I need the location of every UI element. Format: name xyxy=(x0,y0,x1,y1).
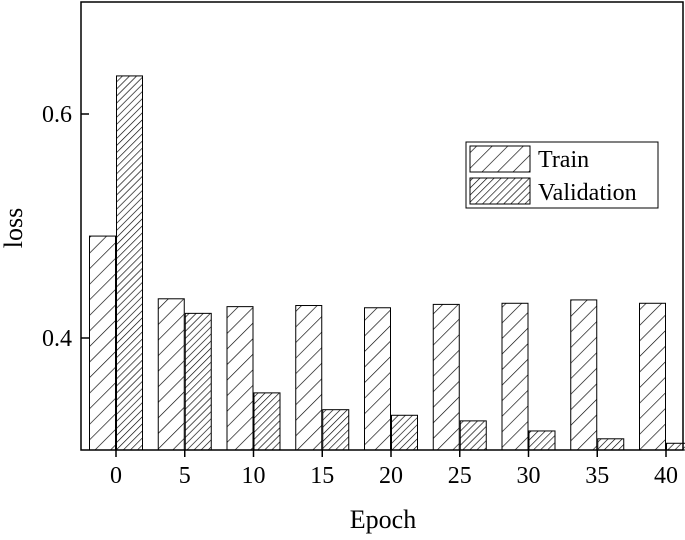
bar-validation-35 xyxy=(598,439,624,450)
legend-swatch-train xyxy=(470,146,530,172)
x-tick-label: 30 xyxy=(517,463,541,489)
x-tick-label: 25 xyxy=(448,463,472,489)
x-tick-label: 15 xyxy=(310,463,334,489)
bar-train-15 xyxy=(296,306,322,450)
x-axis: 0 5 10 15 20 25 30 35 40 xyxy=(110,450,678,489)
bar-validation-10 xyxy=(254,393,280,450)
bar-train-20 xyxy=(365,308,391,450)
x-axis-label: Epoch xyxy=(350,505,416,534)
bar-validation-15 xyxy=(323,410,349,450)
y-tick-label: 0.4 xyxy=(42,326,72,352)
bar-validation-0 xyxy=(117,76,143,450)
bar-train-25 xyxy=(433,304,459,450)
x-tick-label: 10 xyxy=(242,463,266,489)
bar-validation-20 xyxy=(392,415,418,450)
bar-validation-25 xyxy=(460,421,486,450)
x-tick-label: 35 xyxy=(585,463,609,489)
x-tick-label: 5 xyxy=(179,463,191,489)
legend-label-validation: Validation xyxy=(538,180,637,206)
bar-train-0 xyxy=(90,236,116,450)
bar-validation-5 xyxy=(185,313,211,450)
bars xyxy=(90,76,685,450)
x-tick-label: 0 xyxy=(110,463,122,489)
legend-swatch-validation xyxy=(470,178,530,204)
legend-label-train: Train xyxy=(538,147,589,173)
bar-train-5 xyxy=(158,299,184,450)
y-tick-label: 0.6 xyxy=(42,102,72,128)
bar-validation-30 xyxy=(529,431,555,450)
y-axis-label: loss xyxy=(0,208,28,248)
bar-train-40 xyxy=(640,303,666,450)
bar-train-10 xyxy=(227,307,253,450)
x-tick-label: 20 xyxy=(379,463,403,489)
x-tick-label: 40 xyxy=(654,463,678,489)
bar-train-35 xyxy=(571,300,597,450)
y-axis: 0.4 0.6 xyxy=(42,102,89,352)
bar-train-30 xyxy=(502,303,528,450)
bar-validation-40 xyxy=(667,443,685,450)
legend: Train Validation xyxy=(466,142,658,208)
